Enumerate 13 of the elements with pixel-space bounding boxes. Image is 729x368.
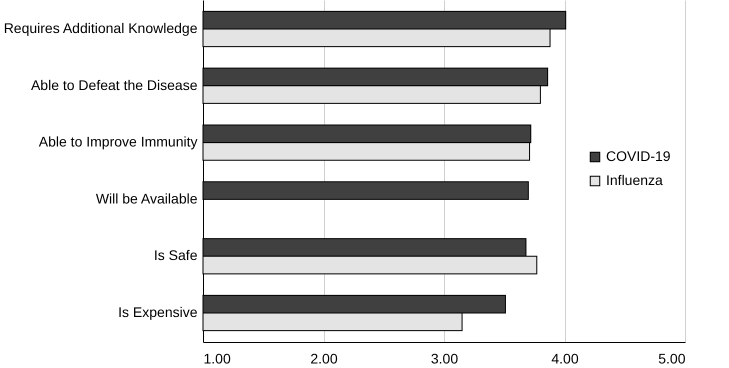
y-tick-label: Is Expensive bbox=[118, 304, 198, 320]
y-tick-label: Is Safe bbox=[154, 247, 198, 264]
x-tick-label: 2.00 bbox=[310, 350, 338, 366]
legend-label: COVID-19 bbox=[606, 148, 671, 164]
x-tick-label: 3.00 bbox=[430, 350, 458, 366]
y-tick-label: Able to Defeat the Disease bbox=[30, 76, 198, 93]
x-tick-label: 4.00 bbox=[551, 350, 579, 366]
y-tick-label: Able to Improve Immunity bbox=[38, 134, 198, 150]
x-tick-label: 1.00 bbox=[204, 350, 231, 366]
y-tick-label: Will be Available bbox=[96, 190, 198, 206]
legend-label: Influenza bbox=[606, 172, 664, 188]
y-tick-label: Requires Additional Knowledge bbox=[4, 20, 198, 36]
x-tick-label: 5.00 bbox=[658, 350, 686, 366]
